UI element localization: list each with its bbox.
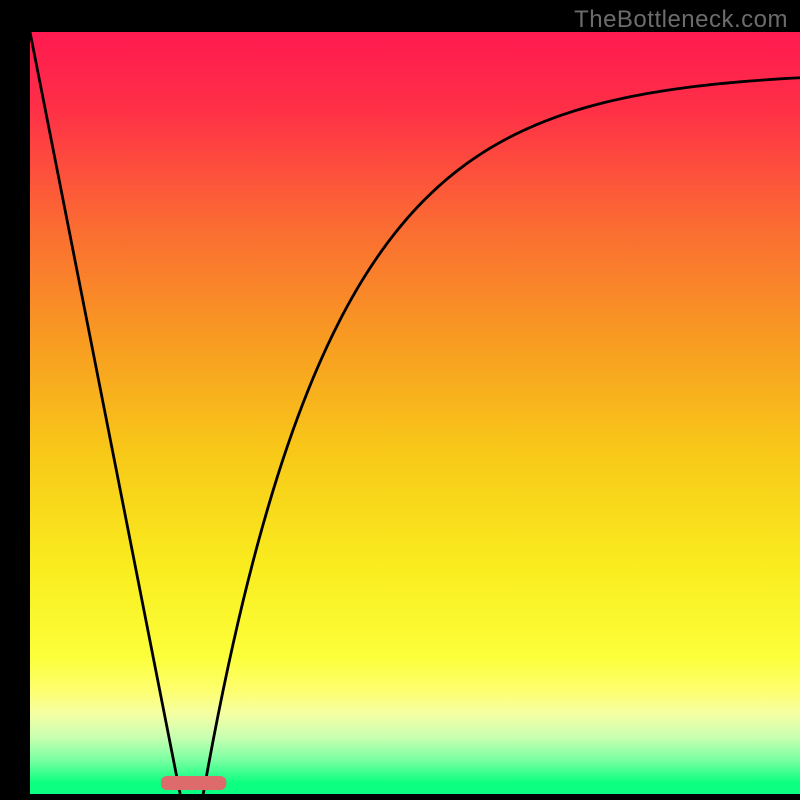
optimal-marker bbox=[161, 776, 226, 790]
watermark-label: TheBottleneck.com bbox=[574, 6, 788, 34]
chart-container: TheBottleneck.com bbox=[0, 0, 800, 800]
bottleneck-chart bbox=[0, 0, 800, 800]
plot-background bbox=[30, 32, 800, 794]
